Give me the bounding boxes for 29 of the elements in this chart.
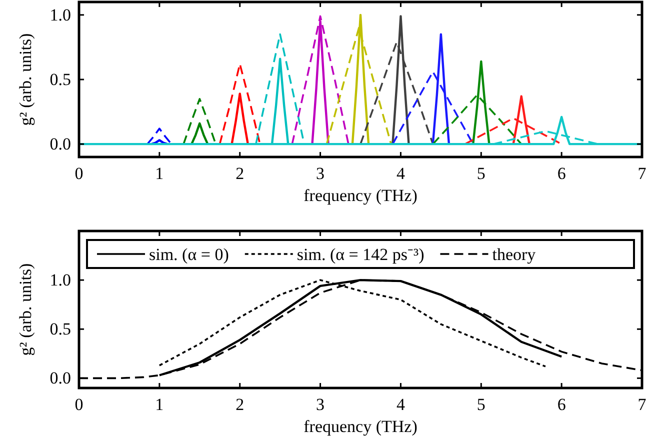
x-tick-label: 4 (396, 164, 406, 184)
x-tick-label: 3 (316, 395, 325, 414)
x-axis-title: frequency (THz) (304, 186, 418, 205)
x-tick-label: 5 (476, 395, 486, 414)
x-tick-label: 1 (155, 395, 164, 414)
x-tick-label: 0 (74, 164, 84, 184)
y-tick-label: 0.5 (50, 320, 71, 339)
x-tick-label: 7 (638, 164, 647, 184)
x-tick-label: 0 (74, 395, 84, 414)
x-tick-label: 1 (155, 164, 164, 184)
y-tick-label: 0.0 (50, 368, 71, 388)
legend-label: sim. (α = 0) (149, 245, 229, 264)
y-tick-label: 1.0 (50, 270, 71, 290)
y-tick-label: 0.5 (50, 70, 71, 89)
x-tick-label: 6 (557, 164, 566, 184)
y-axis-title: g² (arb. units) (16, 263, 35, 356)
x-tick-label: 6 (557, 395, 566, 414)
x-tick-label: 3 (316, 164, 325, 184)
x-tick-label: 2 (236, 164, 244, 184)
x-tick-label: 7 (638, 395, 647, 414)
x-tick-label: 5 (476, 164, 486, 184)
x-axis-title: frequency (THz) (304, 417, 418, 436)
legend-label: theory (492, 245, 536, 264)
x-tick-label: 4 (396, 395, 406, 414)
y-tick-label: 0.0 (50, 134, 71, 154)
y-axis-title: g² (arb. units) (16, 33, 35, 126)
y-tick-label: 1.0 (50, 5, 71, 24)
legend-label: sim. (α = 142 ps⁻³) (296, 245, 424, 264)
x-tick-label: 2 (236, 395, 244, 414)
